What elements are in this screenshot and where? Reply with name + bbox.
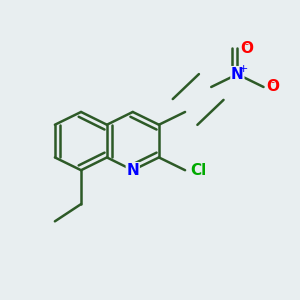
- Text: +: +: [238, 64, 248, 74]
- Text: -: -: [271, 77, 274, 88]
- Text: O: O: [240, 41, 254, 56]
- Text: -: -: [244, 39, 248, 49]
- Text: O: O: [266, 80, 280, 94]
- Text: Cl: Cl: [190, 163, 207, 178]
- Text: N: N: [126, 163, 139, 178]
- Text: N: N: [231, 67, 244, 82]
